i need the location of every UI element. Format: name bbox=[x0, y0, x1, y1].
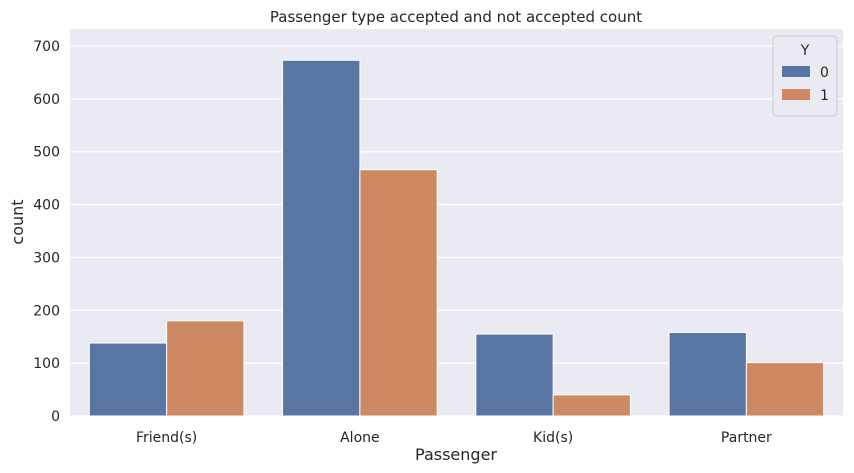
legend-swatch-1 bbox=[782, 89, 810, 100]
bar-partner-1 bbox=[745, 362, 825, 417]
bar-kids-0 bbox=[475, 333, 554, 417]
x-tick-label: Alone bbox=[340, 430, 380, 446]
legend-swatch-0 bbox=[782, 66, 810, 77]
legend: Y 0 1 bbox=[772, 35, 838, 117]
x-tick-labels: Friend(s) Alone Kid(s) Partner bbox=[136, 430, 772, 446]
bars bbox=[88, 59, 825, 417]
bar-alone-1 bbox=[359, 169, 438, 417]
y-tick-label: 200 bbox=[33, 303, 60, 319]
y-tick-label: 700 bbox=[33, 39, 60, 55]
y-tick-label: 500 bbox=[33, 145, 60, 161]
bar-friends-0 bbox=[88, 342, 168, 417]
legend-label-1: 1 bbox=[820, 88, 829, 104]
legend-label-0: 0 bbox=[820, 65, 829, 81]
y-tick-label: 600 bbox=[33, 92, 60, 108]
chart-title: Passenger type accepted and not accepted… bbox=[270, 8, 642, 26]
y-tick-labels: 0 100 200 300 400 500 600 700 bbox=[33, 39, 60, 425]
y-tick-label: 0 bbox=[51, 409, 60, 425]
x-tick-label: Friend(s) bbox=[136, 430, 197, 446]
y-tick-label: 400 bbox=[33, 198, 60, 214]
bar-kids-1 bbox=[552, 394, 631, 417]
x-axis-label: Passenger bbox=[415, 445, 497, 464]
bar-alone-0 bbox=[282, 59, 361, 417]
x-tick-label: Partner bbox=[721, 430, 772, 446]
y-tick-label: 300 bbox=[33, 250, 60, 266]
y-tick-label: 100 bbox=[33, 356, 60, 372]
legend-title: Y bbox=[800, 43, 810, 59]
bar-partner-0 bbox=[668, 331, 747, 417]
y-axis-label: count bbox=[8, 199, 27, 244]
bar-friends-1 bbox=[166, 320, 245, 417]
x-tick-label: Kid(s) bbox=[533, 430, 573, 446]
